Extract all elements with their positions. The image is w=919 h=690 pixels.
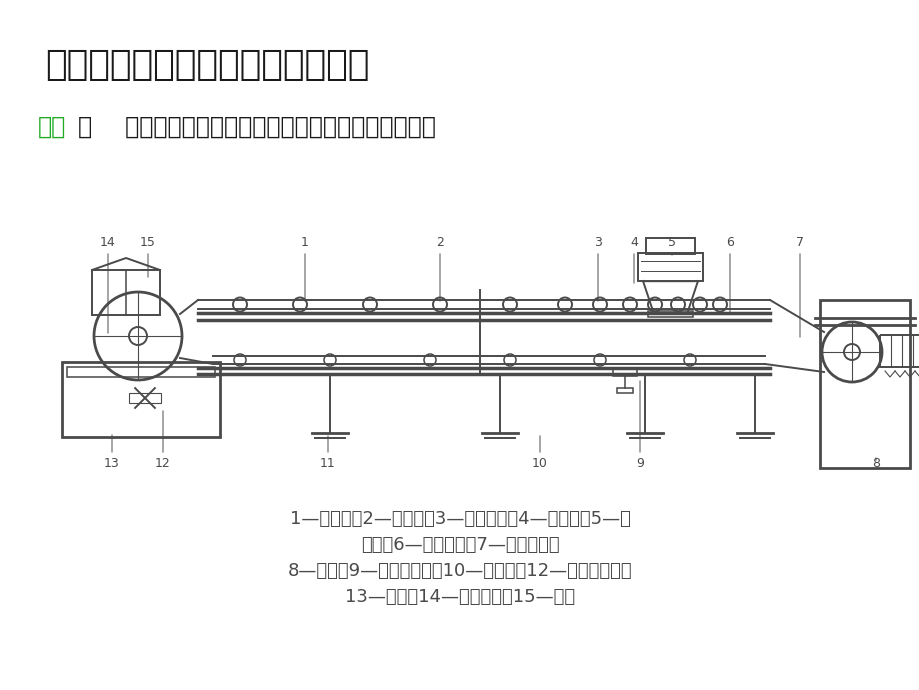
Text: 4: 4 (630, 236, 637, 249)
Text: 13—头架；14—传动滚筒；15—头罩: 13—头架；14—传动滚筒；15—头罩 (345, 588, 574, 606)
Bar (92, 270, 160, 315)
Bar (647, 311, 692, 317)
Text: 15: 15 (140, 236, 155, 249)
Text: 14: 14 (100, 236, 116, 249)
Text: 8—尾架；9—空段清扫器；10—下托辊；12—弹簧清扫器；: 8—尾架；9—空段清扫器；10—下托辊；12—弹簧清扫器； (288, 562, 631, 580)
Text: 6: 6 (725, 236, 733, 249)
Bar (617, 388, 632, 393)
Text: 1: 1 (301, 236, 309, 249)
Bar (62, 362, 220, 437)
Text: 9: 9 (635, 457, 643, 470)
Text: 12: 12 (155, 457, 171, 470)
Text: 2: 2 (436, 236, 444, 249)
Bar (879, 335, 919, 367)
Bar (819, 300, 909, 468)
Bar (612, 368, 636, 376)
Bar (637, 253, 702, 281)
Text: （一）带式输送机构造与工作原理: （一）带式输送机构造与工作原理 (45, 48, 369, 82)
Text: 8: 8 (871, 457, 879, 470)
Bar (645, 238, 694, 254)
Bar (129, 393, 161, 403)
Text: 构造: 构造 (38, 115, 66, 139)
Text: ：    输送带、滚筒、料斗、托辊、卸料装置、驱动装置: ： 输送带、滚筒、料斗、托辊、卸料装置、驱动装置 (78, 115, 436, 139)
Text: 10: 10 (531, 457, 548, 470)
Text: 13: 13 (104, 457, 119, 470)
Text: 1—输送带；2—上托辊；3—缓冲托辊；4—导料板；5—加: 1—输送带；2—上托辊；3—缓冲托辊；4—导料板；5—加 (289, 510, 630, 528)
Text: 料斗；6—改向滚筒；7—张紧装置；: 料斗；6—改向滚筒；7—张紧装置； (360, 536, 559, 554)
Text: 11: 11 (320, 457, 335, 470)
Text: 5: 5 (667, 236, 675, 249)
Bar (67, 367, 215, 377)
Text: 7: 7 (795, 236, 803, 249)
Text: 3: 3 (594, 236, 601, 249)
